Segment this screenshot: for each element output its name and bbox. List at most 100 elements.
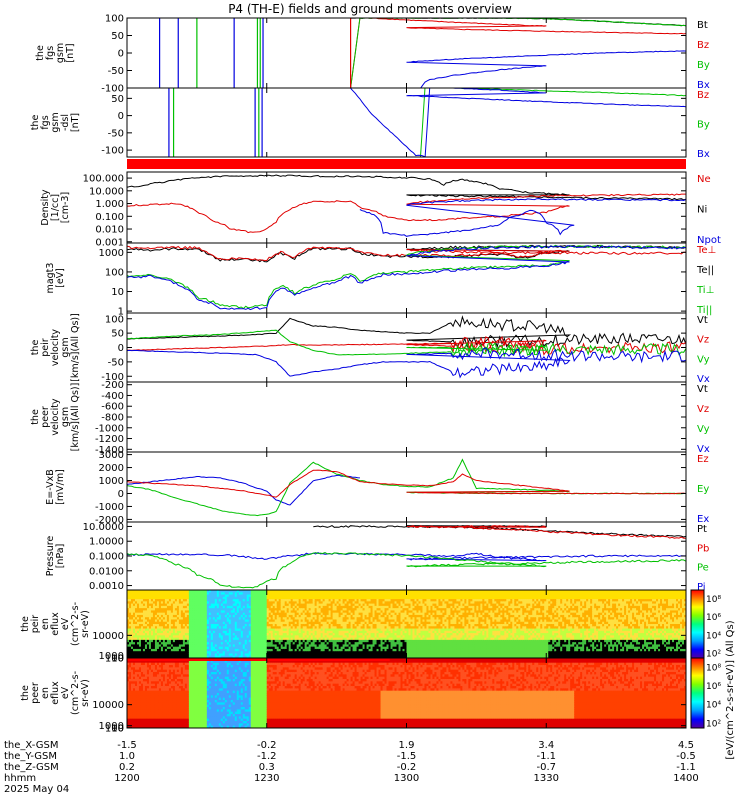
y-axis-label: eV [60,686,71,699]
top-band [127,658,390,661]
colorbar-tick-label: 10⁶ [706,613,721,623]
series-bx-line [406,48,686,88]
legend-entry: Pb [697,543,709,554]
y-axis-label: peer [40,406,51,428]
series-vy-line [127,329,686,359]
colorbar-tick-label: 10⁴ [706,701,721,711]
y-axis-label: fgs [45,46,56,60]
y-tick-label: 50 [111,94,124,105]
y-axis-label: sr-eV) [80,610,91,638]
y-tick-label: 1000 [99,721,124,732]
y-tick-label: 100 [105,314,124,325]
x-axis-value: 3.4 [538,740,554,751]
x-axis-value: -1.5 [117,740,137,751]
y-tick-label: 1.000 [95,199,124,210]
y-axis-label: peir [40,338,51,357]
y-axis-label: [nT] [65,43,76,62]
y-tick-label: -800 [101,413,124,424]
series-npot-line [359,198,686,237]
colorbar-title: [eV/(cm^2-s-sr-eV)] (All Qs) [725,620,736,759]
colorbar [690,657,705,729]
y-axis-label: [1/cc] [50,194,61,221]
colorbar-tick-label: 10⁴ [706,631,721,641]
legend-entry: Ti⊥ [696,285,714,296]
y-axis-label: fgs [40,115,51,129]
y-axis-label: [cm-3] [60,192,71,223]
y-axis-label: the [30,340,41,356]
x-axis-value: 1330 [534,773,559,784]
y-axis-label: [mV/m] [55,469,66,505]
y-tick-label: -100 [101,146,124,157]
legend-entry: Ti|| [696,305,712,316]
series-bx-line [350,88,686,157]
colorbar-tick-label: 10⁸ [706,663,721,673]
legend-entry: Bx [697,149,710,160]
x-axis-row-label: the_X-GSM [4,740,58,751]
legend-entry: Ey [697,484,709,495]
panel-frame [126,521,687,591]
y-axis-label: [nPa] [55,544,66,569]
y-axis-label: magt3 [45,263,56,294]
series-ex-line [127,474,360,506]
legend-entry: Npot [697,235,721,246]
legend-entry: By [697,120,710,131]
y-tick-label: 1.0000 [89,537,124,548]
legend-entry: Vy [697,424,710,435]
colorbar-tick-label: 10⁶ [706,682,721,692]
y-axis-label: en [40,618,51,630]
y-axis-label: the [30,115,41,131]
x-axis-value: -1.1 [676,762,696,773]
y-axis-label: [km/s](All Qs)] [70,383,81,452]
y-tick-label: 0.1000 [89,552,124,563]
y-tick-label: 100 [105,723,124,734]
x-axis-value: -1.5 [397,751,417,762]
y-axis-label: peir [30,615,41,634]
legend-entry: Pt [697,524,707,535]
y-axis-label: gsm [60,337,71,357]
x-axis-value: 1230 [254,773,279,784]
series-ti-line [127,245,686,311]
x-axis-value: 4.5 [678,740,694,751]
y-tick-label: 100 [105,653,124,664]
y-axis-label: velocity [50,398,61,436]
y-tick-label: 10000 [92,700,124,711]
legend-entry: Bx [697,80,710,91]
series-te-line [127,244,686,263]
y-tick-label: 100 [105,267,124,278]
colorbar [690,589,705,659]
y-tick-label: 0 [118,343,124,354]
y-tick-label: -100 [101,372,124,383]
y-axis-label: peer [30,682,41,704]
y-axis-label: the [20,616,31,632]
y-tick-label: 2000 [99,463,124,474]
colorbar-tick-label: 10⁸ [706,595,721,605]
y-axis-label: Density [40,189,51,225]
y-tick-label: 0 [118,111,124,122]
y-tick-label: -50 [108,128,124,139]
y-axis-label: the [35,45,46,61]
y-tick-label: -400 [101,391,124,402]
y-axis-label: [eV] [55,268,66,288]
y-tick-label: -1400 [95,445,124,456]
y-tick-label: -2000 [95,515,124,526]
series-pt-line [313,525,686,542]
x-axis-row-label: hhmm [4,773,36,784]
series-ti-line [127,244,686,310]
legend-entry: Te|| [696,265,714,276]
y-tick-label: 0 [118,489,124,500]
legend-entry: Bz [697,90,709,101]
y-tick-label: -50 [108,66,124,77]
y-axis-label: sr-eV) [80,679,91,707]
y-axis-label: Pressure [45,536,56,577]
series-vx-line [127,347,686,379]
colorbar-tick-label: 10² [706,649,721,659]
series-te-line [127,245,686,262]
y-tick-label: 1000 [99,248,124,259]
y-tick-label: 10.000 [89,186,124,197]
series-ne-line [127,193,686,234]
y-tick-label: 1 [118,307,124,318]
y-tick-label: 0 [118,49,124,60]
y-tick-label: -100 [101,84,124,95]
y-tick-label: -1000 [95,423,124,434]
x-axis-value: 1.9 [399,740,415,751]
